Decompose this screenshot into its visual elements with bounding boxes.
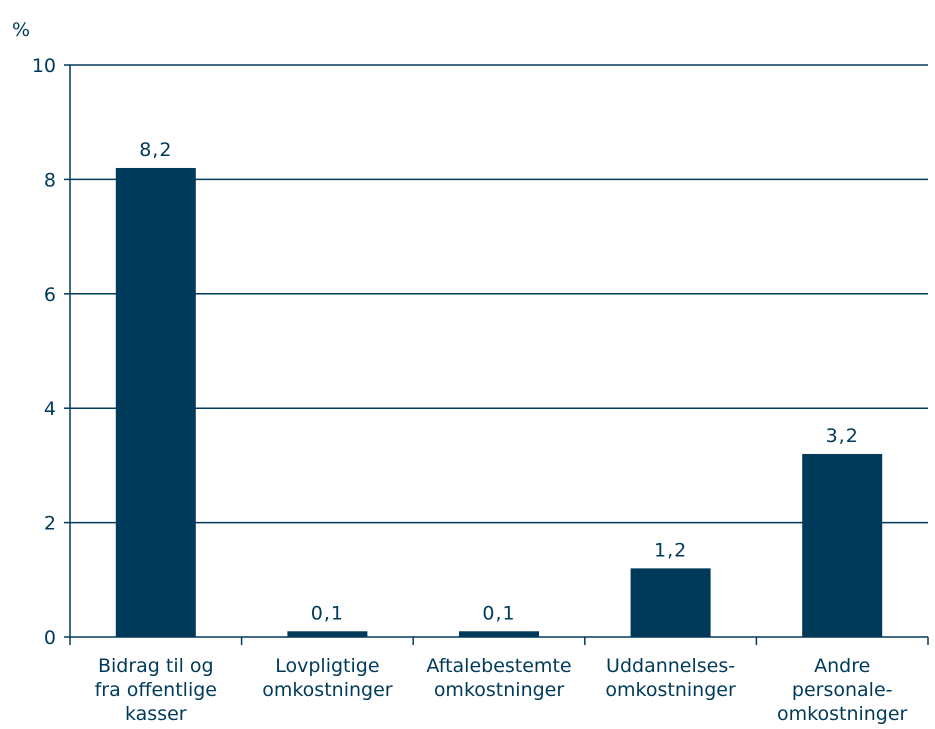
bar <box>459 631 539 637</box>
y-tick-label: 10 <box>32 55 56 77</box>
bar <box>630 568 711 637</box>
x-category-label: Aftalebestemte <box>426 655 571 677</box>
x-category-label: fra offentlige <box>95 679 217 701</box>
y-tick-label: 6 <box>44 284 56 306</box>
x-category-label: omkostninger <box>605 679 736 701</box>
data-label: 1,2 <box>654 539 687 561</box>
bar <box>115 167 196 637</box>
x-category-label: kasser <box>125 703 187 725</box>
x-category-label: omkostninger <box>262 679 393 701</box>
x-category-label: Bidrag til og <box>98 655 214 677</box>
x-category-label: omkostninger <box>777 703 908 725</box>
data-label: 8,2 <box>139 139 172 161</box>
bar <box>287 631 368 637</box>
data-label: 0,1 <box>311 602 344 624</box>
y-tick-label: 2 <box>44 513 56 535</box>
bar <box>802 453 883 637</box>
y-tick-label: 0 <box>44 627 56 649</box>
y-tick-label: 8 <box>44 169 56 191</box>
y-axis-unit: % <box>12 19 30 41</box>
x-category-label: personale- <box>792 679 893 701</box>
bars <box>115 167 883 637</box>
y-tick-label: 4 <box>44 398 56 420</box>
x-category-label: Lovpligtige <box>275 655 379 677</box>
data-label: 3,2 <box>826 425 859 447</box>
x-category-label: Uddannelses- <box>606 655 735 677</box>
data-label: 0,1 <box>482 602 515 624</box>
x-category-label: omkostninger <box>434 679 565 701</box>
gridlines <box>70 64 928 524</box>
x-category-label: Andre <box>814 655 870 677</box>
